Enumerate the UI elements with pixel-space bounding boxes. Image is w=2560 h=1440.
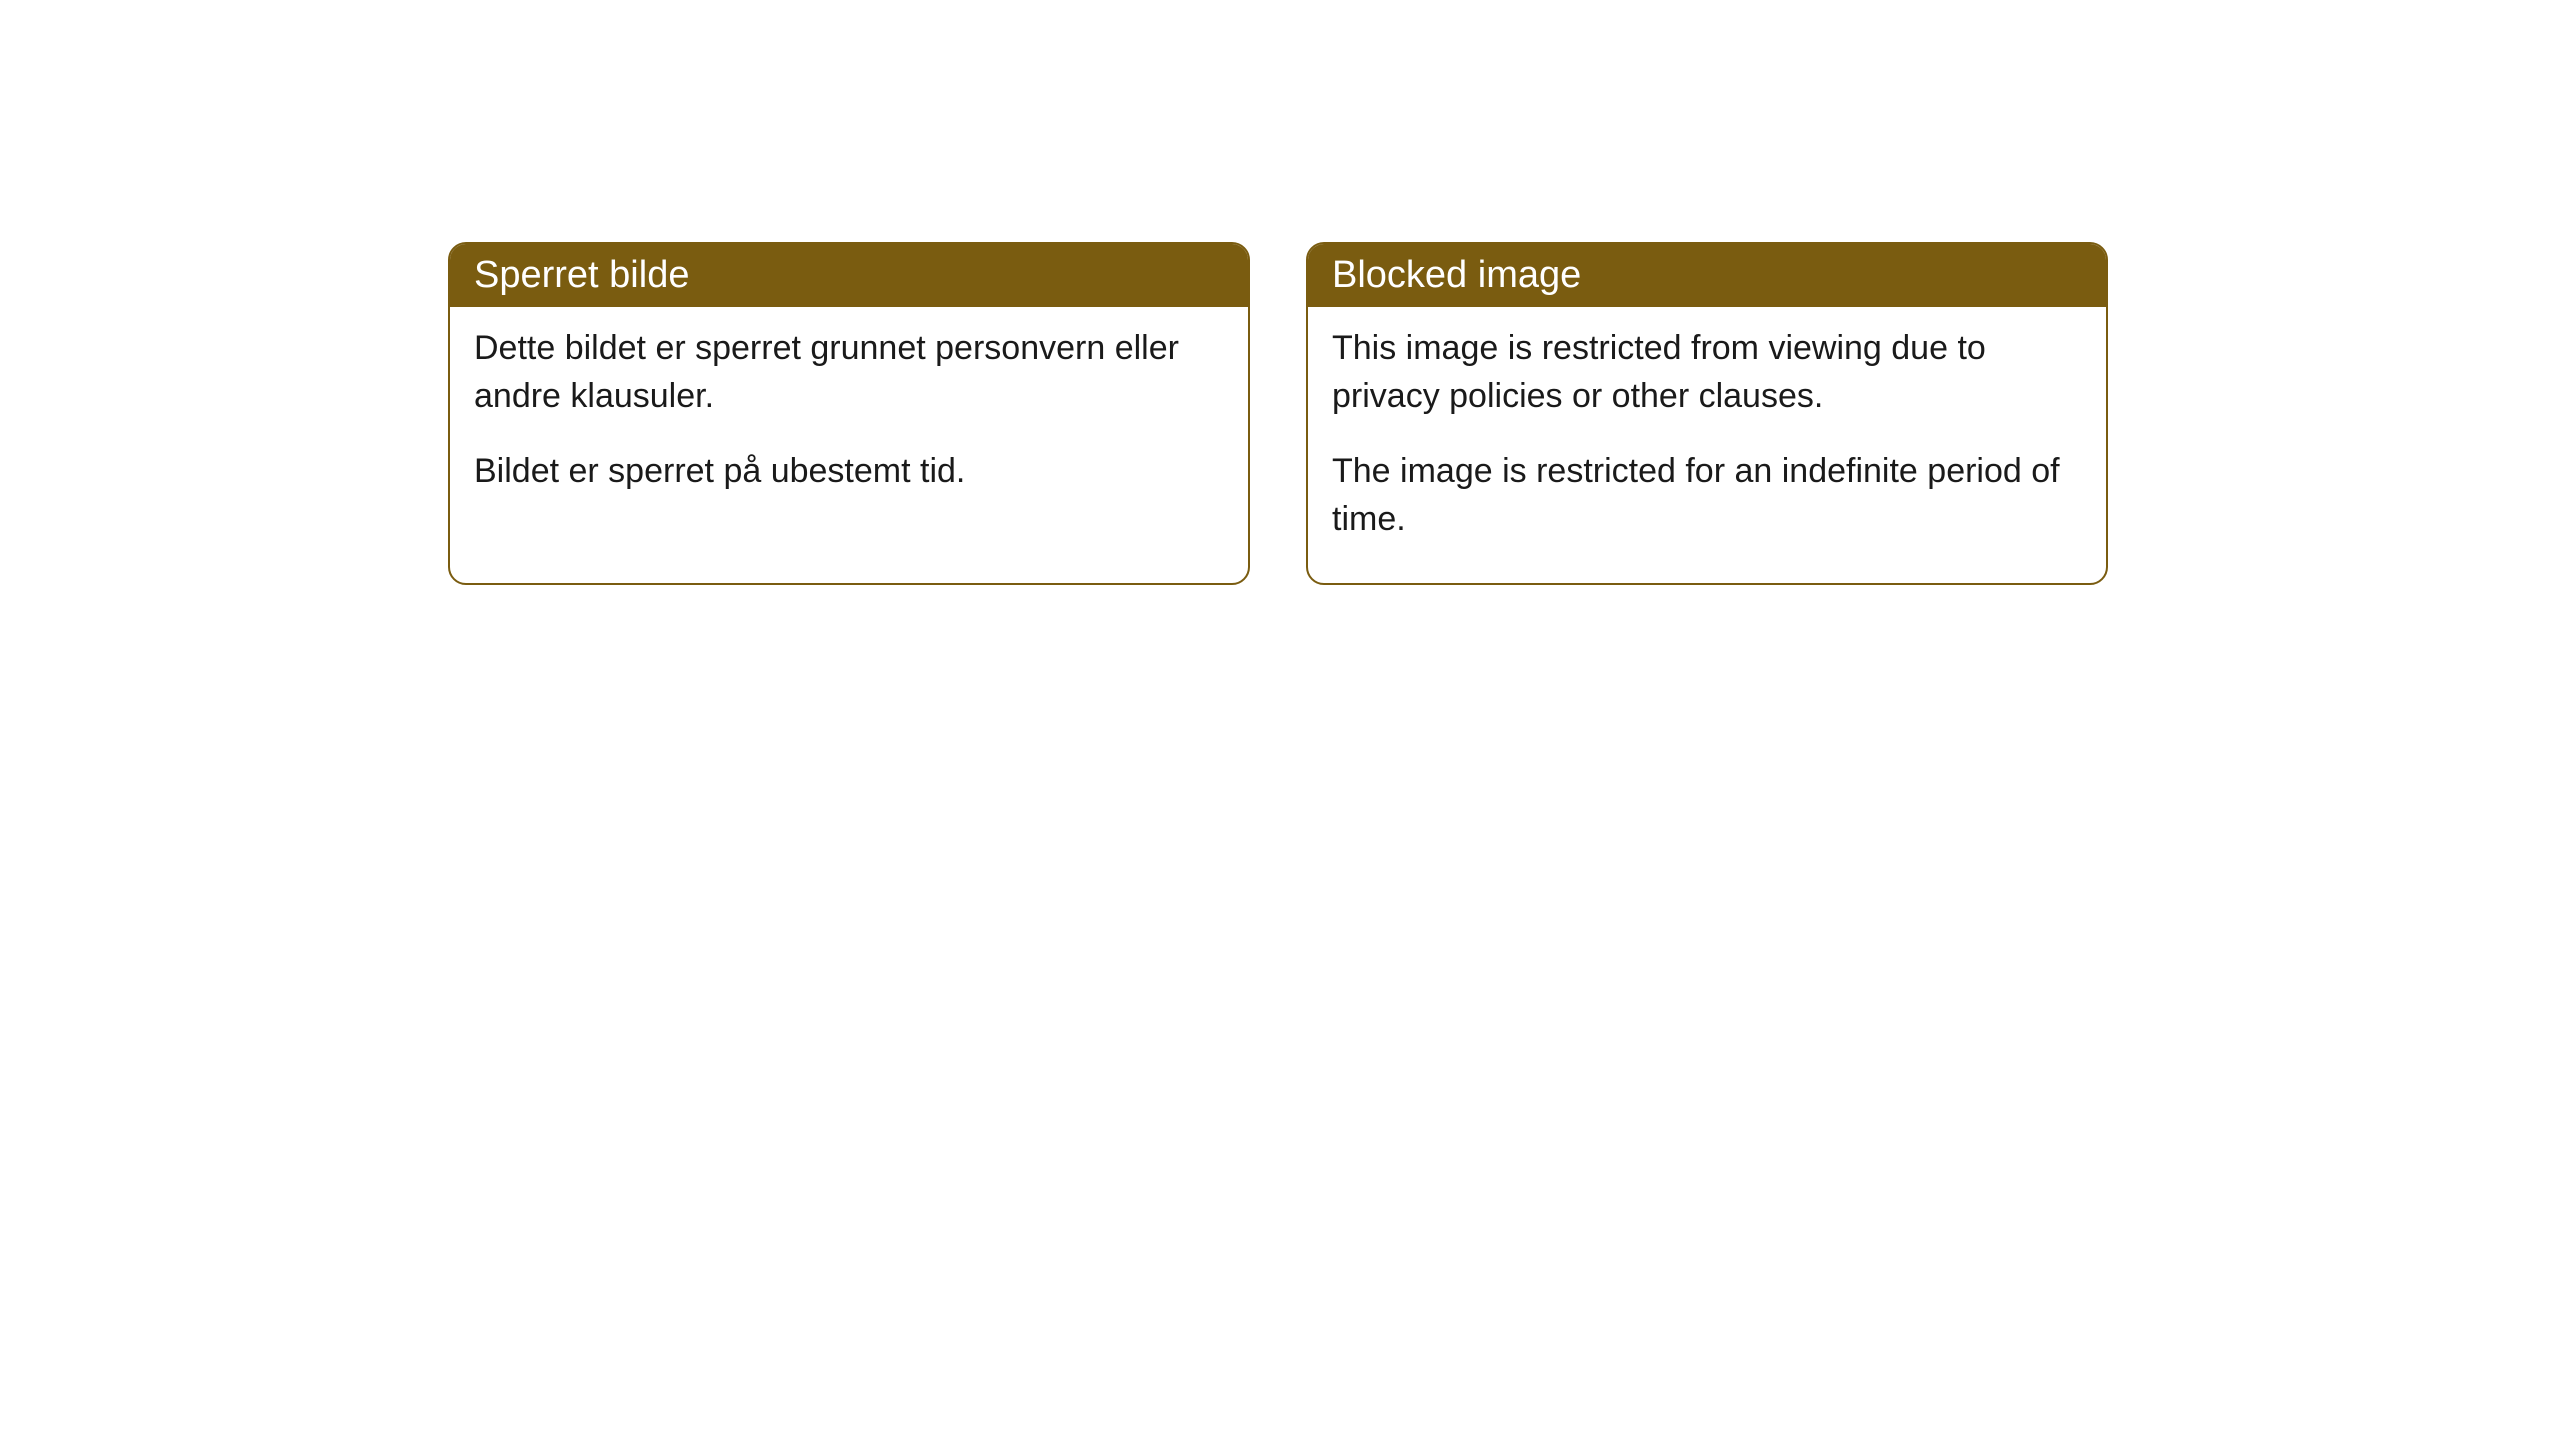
card-paragraph: Dette bildet er sperret grunnet personve… (474, 325, 1224, 420)
card-body-norwegian: Dette bildet er sperret grunnet personve… (450, 307, 1248, 536)
notice-cards-container: Sperret bilde Dette bildet er sperret gr… (448, 242, 2108, 585)
card-header-norwegian: Sperret bilde (450, 244, 1248, 307)
notice-card-english: Blocked image This image is restricted f… (1306, 242, 2108, 585)
card-title: Sperret bilde (474, 254, 689, 296)
card-paragraph: The image is restricted for an indefinit… (1332, 448, 2082, 543)
card-header-english: Blocked image (1308, 244, 2106, 307)
card-paragraph: Bildet er sperret på ubestemt tid. (474, 448, 1224, 496)
card-body-english: This image is restricted from viewing du… (1308, 307, 2106, 583)
card-paragraph: This image is restricted from viewing du… (1332, 325, 2082, 420)
card-title: Blocked image (1332, 254, 1581, 296)
notice-card-norwegian: Sperret bilde Dette bildet er sperret gr… (448, 242, 1250, 585)
